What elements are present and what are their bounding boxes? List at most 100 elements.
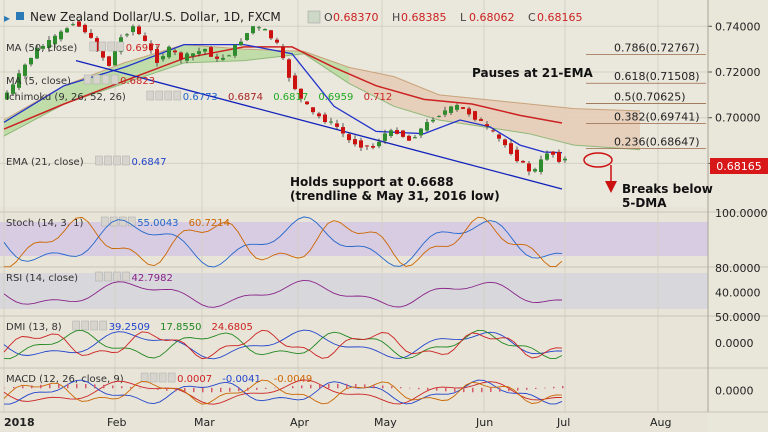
pause-annotation: Pauses at 21-EMA (472, 66, 594, 80)
macd-histogram-bar (382, 385, 384, 389)
macd-histogram-bar (220, 387, 222, 393)
panel-series-line (3, 329, 563, 360)
candle-body (125, 34, 129, 36)
macd-histogram-bar (553, 386, 555, 389)
settings-icon (92, 74, 101, 85)
candle-body (347, 134, 351, 141)
ohlc-label: H (392, 11, 400, 24)
fib-label: 0.5(0.70625) (614, 90, 686, 103)
candle-body (503, 139, 507, 146)
macd-histogram-bar (310, 384, 312, 389)
settings-icon (107, 41, 116, 52)
candle-body (287, 59, 291, 78)
time-tick-label: Apr (290, 416, 310, 429)
macd-histogram-bar (274, 387, 276, 389)
candle-body (35, 47, 39, 59)
settings-icon (89, 41, 98, 52)
settings-icon (100, 216, 109, 227)
panel-value: 42.7982 (132, 273, 173, 284)
panel-axis-top: 80.0000 (715, 262, 761, 275)
candle-body (131, 26, 135, 33)
visibility-icon (307, 10, 321, 24)
time-axis: 2018 Feb Mar Apr May Jun Jul Aug (4, 416, 671, 429)
panel-label: DMI (13, 8) (6, 322, 62, 333)
candle-body (497, 134, 501, 139)
macd-histogram-bar (418, 387, 420, 390)
candle-body (509, 143, 513, 154)
indicator-value: 0.6959 (318, 92, 353, 103)
macd-histogram-bar (211, 387, 213, 393)
candle-body (467, 108, 471, 115)
panel-value: 24.6805 (212, 322, 253, 333)
candle-body (41, 46, 45, 49)
ohlc-value: 0.68062 (469, 11, 515, 24)
panel-series-line (4, 379, 563, 405)
indicator-label: MA (50, close) (6, 43, 77, 54)
settings-icon (140, 372, 149, 383)
settings-icon (167, 372, 176, 383)
candle-body (389, 130, 393, 136)
macd-histogram-bar (76, 383, 78, 389)
panel-value: 55.0043 (137, 218, 178, 229)
ohlc-label: C (528, 11, 536, 24)
candle-body (437, 115, 441, 117)
support-annotation-line1: Holds support at 0.6688 (290, 175, 454, 189)
ohlc-values: O 0.68370 H 0.68385 L 0.68062 C 0.68165 (307, 10, 583, 24)
candle-body (353, 139, 357, 145)
panel-value: -0.0041 (222, 374, 261, 385)
panel-label: Stoch (14, 3, 1) (6, 218, 83, 229)
macd-histogram-bar (184, 387, 186, 392)
chevron-icon[interactable]: ▸ (4, 11, 10, 25)
last-price-label: 0.68165 (716, 160, 762, 173)
cloud-bullish (4, 44, 349, 136)
candle-body (101, 48, 105, 58)
settings-icon (104, 155, 112, 166)
settings-icon (127, 216, 136, 227)
highlight-ellipse (583, 152, 613, 168)
macd-histogram-bar (292, 386, 294, 389)
candle-body (383, 133, 387, 141)
ma50-line (3, 46, 563, 130)
candle-body (47, 40, 51, 48)
macd-histogram-bar (490, 387, 492, 393)
macd-histogram-bar (40, 384, 42, 389)
macd-histogram-bar (247, 387, 249, 391)
ohlc-value: 0.68385 (401, 11, 447, 24)
indicator-value: 0.6874 (228, 92, 263, 103)
indicator-value: 0.6977 (126, 43, 161, 54)
time-tick-label: Jun (475, 416, 493, 429)
candle-body (323, 114, 327, 123)
candle-body (485, 124, 489, 127)
settings-icon (113, 155, 121, 166)
macd-histogram-bar (562, 386, 564, 389)
panel-value: 17.8550 (160, 322, 201, 333)
candle-body (269, 30, 273, 39)
macd-histogram-bar (202, 387, 204, 393)
support-annotation-line2: (trendline & May 31, 2016 low) (290, 189, 500, 203)
macd-histogram-bar (355, 384, 357, 389)
settings-icon (122, 271, 130, 282)
candle-body (407, 135, 411, 141)
time-tick-label: 2018 (4, 416, 35, 429)
macd-histogram-bar (193, 387, 195, 393)
candle-body (551, 151, 555, 155)
macd-histogram-bar (445, 387, 447, 392)
time-tick-label: May (374, 416, 397, 429)
panel-axis-mid: 40.0000 (715, 286, 761, 299)
settings-icon (158, 372, 167, 383)
indicator-value: 0.712 (364, 92, 393, 103)
panel-label: MACD (12, 26, close, 9) (6, 374, 124, 385)
settings-icon (81, 320, 89, 331)
candle-body (215, 56, 219, 59)
candle-body (257, 27, 261, 29)
panel-series-line (3, 216, 563, 268)
candle-body (305, 101, 309, 105)
macd-histogram-bar (121, 386, 123, 389)
indicator-label: EMA (21, close) (6, 157, 84, 168)
macd-histogram-bar (103, 384, 105, 389)
fibonacci-levels: 0.786(0.72767) 0.618(0.71508) 0.5(0.70625)… (586, 41, 706, 150)
macd-histogram-bar (256, 387, 258, 390)
candle-body (299, 88, 303, 99)
panel-series-line (3, 329, 563, 360)
